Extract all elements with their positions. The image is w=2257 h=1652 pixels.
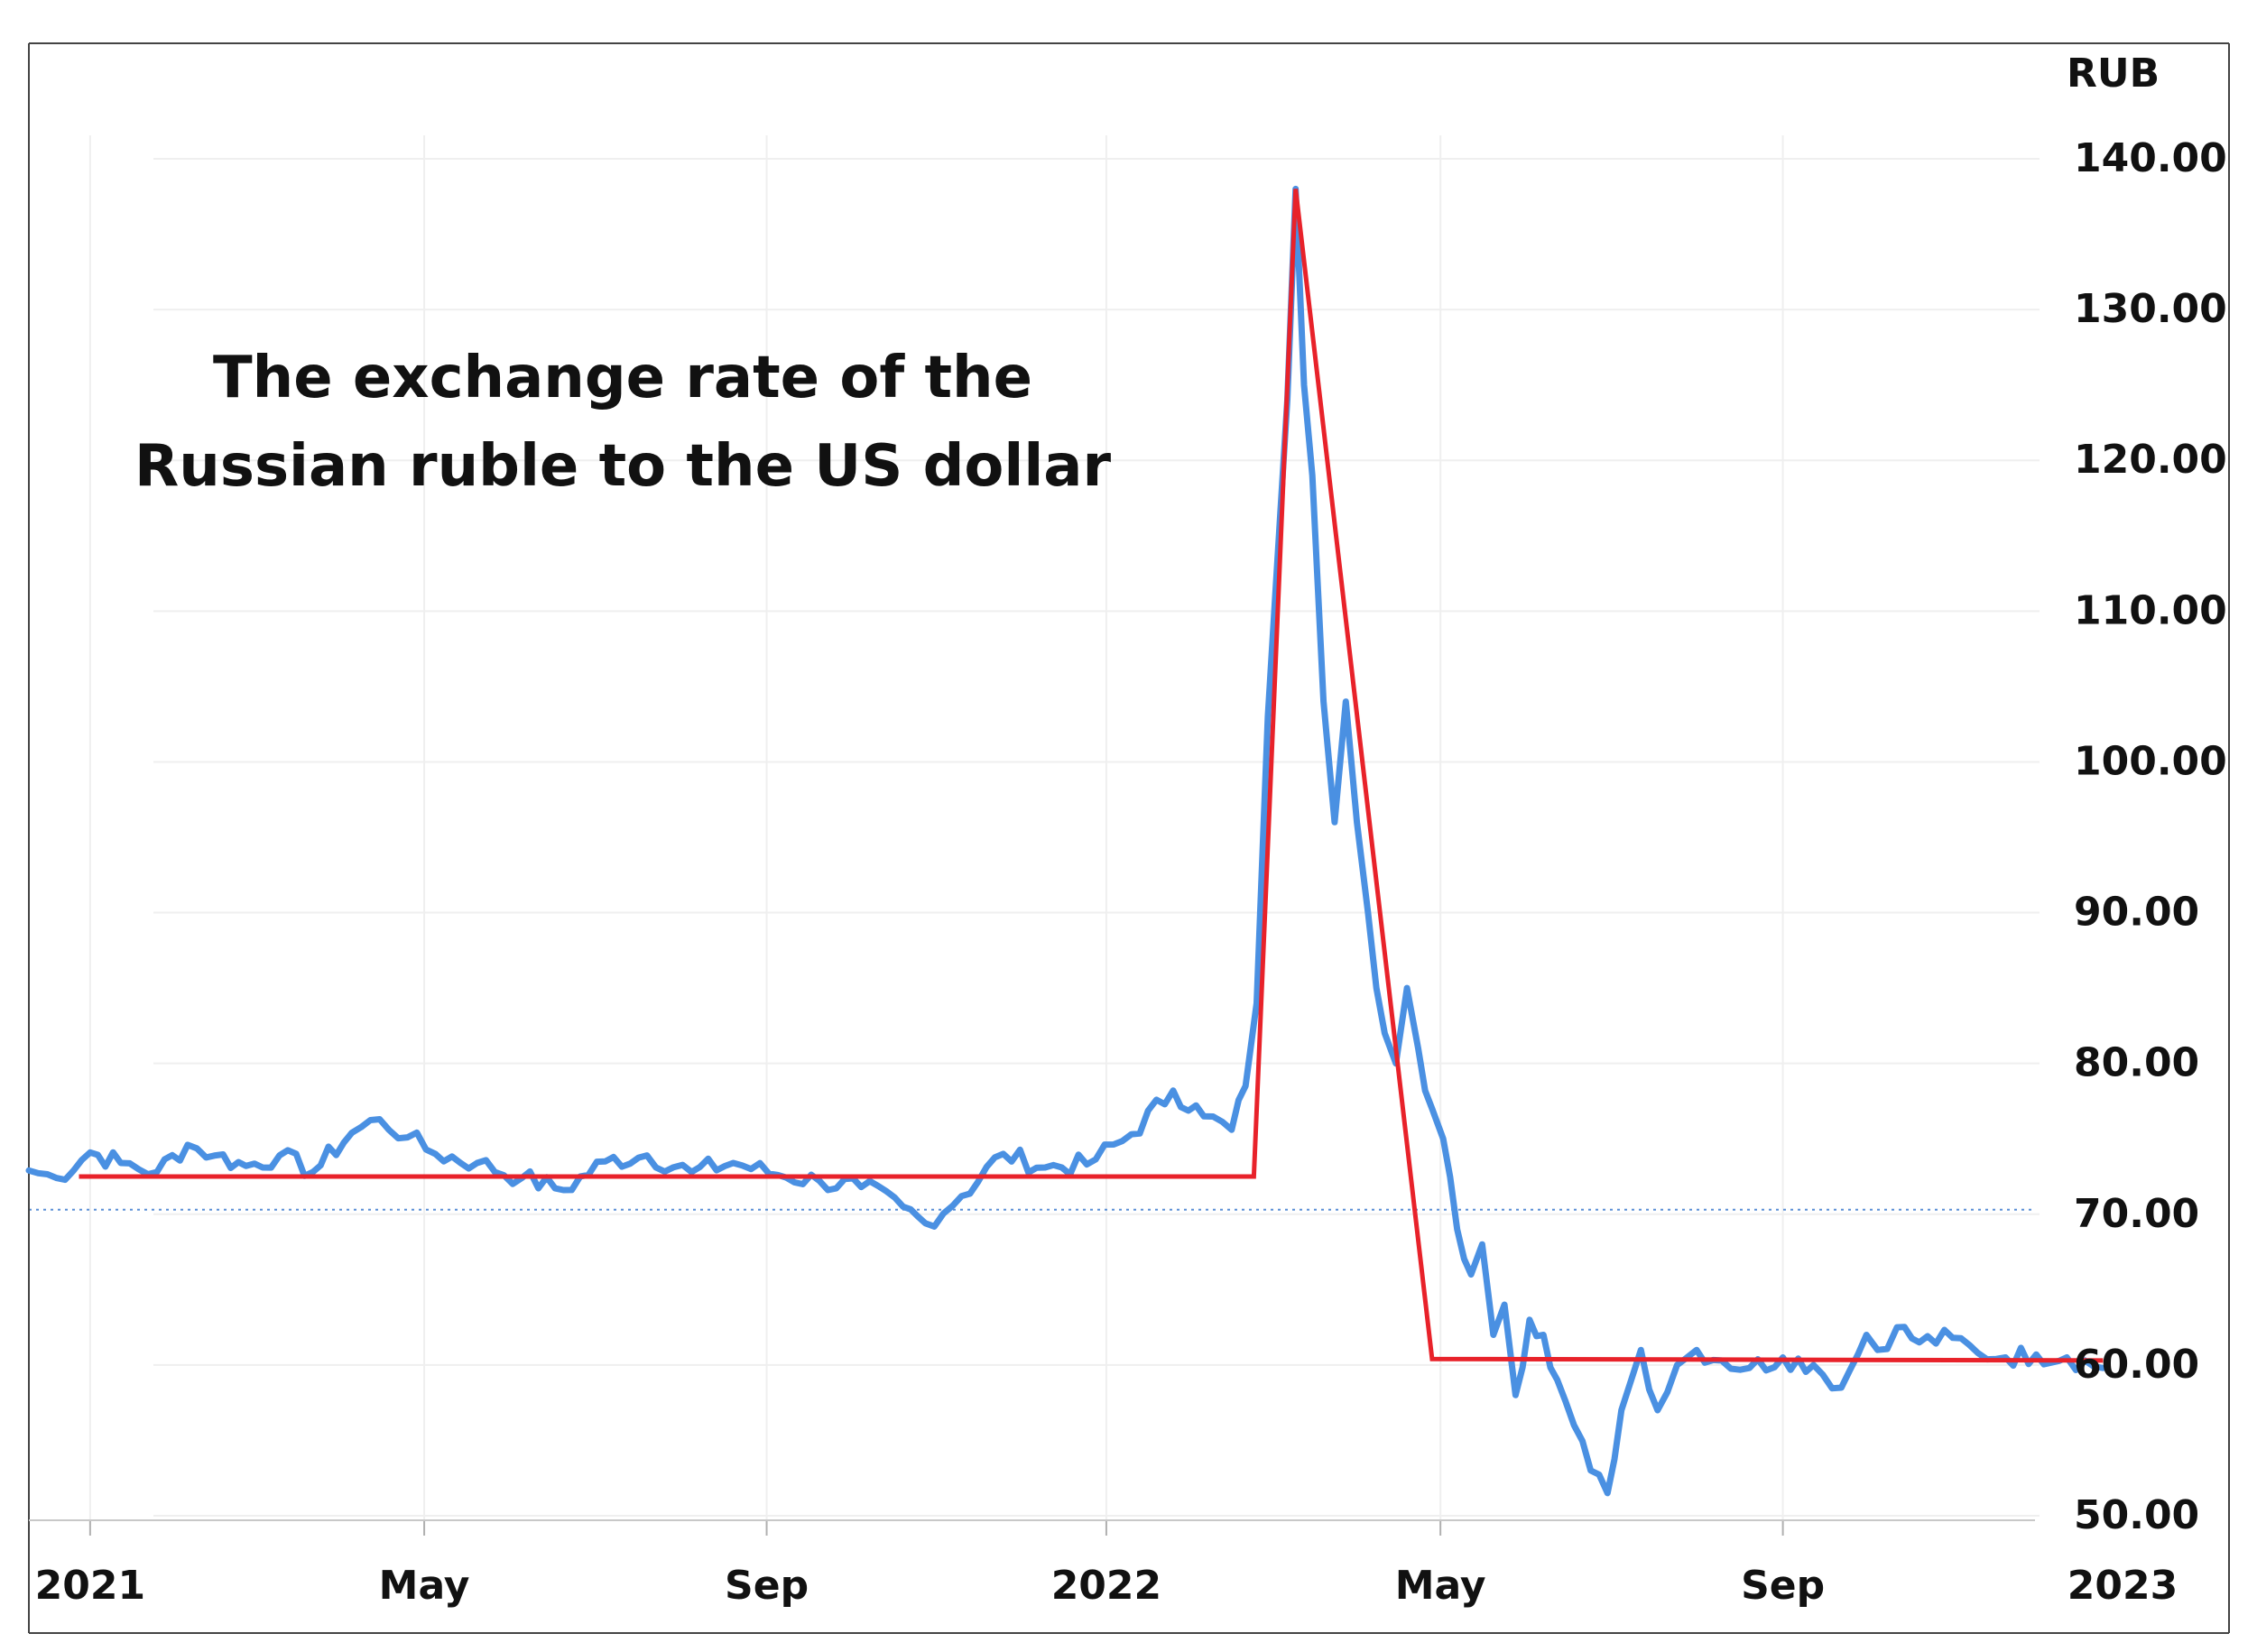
y-tick-label: 100.00 bbox=[2074, 738, 2227, 784]
x-tick-label: 2023 bbox=[2067, 1563, 2178, 1609]
y-tick-label: 80.00 bbox=[2074, 1040, 2199, 1086]
y-tick-label: 90.00 bbox=[2074, 890, 2199, 936]
y-tick-label: 60.00 bbox=[2074, 1342, 2199, 1388]
x-tick-label: 2022 bbox=[1051, 1563, 1161, 1609]
x-tick-label: 2021 bbox=[35, 1563, 145, 1609]
y-tick-label: 110.00 bbox=[2074, 587, 2227, 633]
y-axis-tick-labels: 50.00 60.00 70.00 80.00 90.00 100.00 110.00 120… bbox=[2074, 135, 2227, 1538]
y-tick-label: 50.00 bbox=[2074, 1492, 2199, 1538]
ruble-usd-series-line bbox=[25, 185, 2106, 1497]
x-tick-label: Sep bbox=[725, 1563, 809, 1609]
y-tick-label: 70.00 bbox=[2074, 1191, 2199, 1237]
y-tick-label: 130.00 bbox=[2074, 286, 2227, 332]
x-tick-label: May bbox=[379, 1563, 470, 1609]
chart-title-line-1: The exchange rate of the bbox=[213, 345, 1032, 411]
y-tick-label: 120.00 bbox=[2074, 437, 2227, 483]
chart-grid bbox=[88, 135, 2040, 1536]
y-tick-label: 140.00 bbox=[2074, 135, 2227, 181]
y-axis-label: RUB bbox=[2067, 51, 2160, 97]
x-tick-label: Sep bbox=[1741, 1563, 1825, 1609]
x-axis-tick-labels: 2021 May Sep 2022 May Sep 2023 bbox=[35, 1563, 2178, 1609]
x-tick-label: May bbox=[1395, 1563, 1486, 1609]
red-trend-annotation-line bbox=[79, 189, 2104, 1363]
chart-frame bbox=[28, 42, 2230, 1634]
chart-title-line-2: Russian ruble to the US dollar bbox=[134, 433, 1111, 500]
